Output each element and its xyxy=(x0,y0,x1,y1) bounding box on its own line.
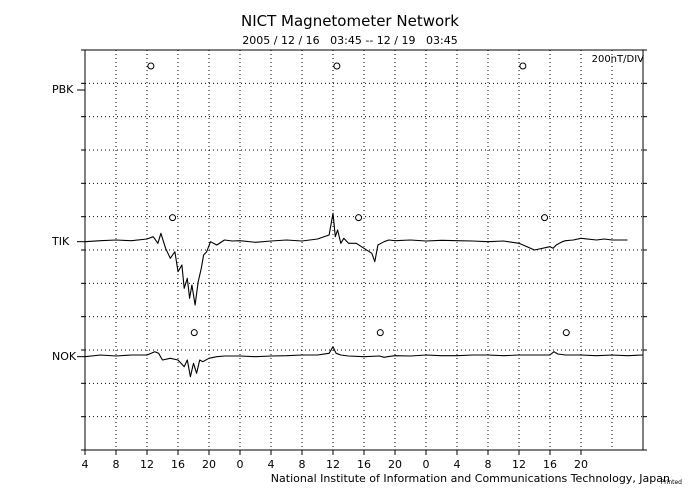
x-tick-label: 0 xyxy=(236,458,244,471)
chart-subtitle: 2005 / 12 / 16 03:45 -- 12 / 19 03:45 xyxy=(242,34,458,47)
x-tick-label: 12 xyxy=(512,458,526,471)
local-midnight-marker xyxy=(169,214,177,222)
x-tick-label: 8 xyxy=(112,458,120,471)
local-midnight-marker xyxy=(562,329,570,337)
x-tick-label: 12 xyxy=(140,458,154,471)
local-midnight-marker xyxy=(147,62,155,70)
x-tick-label: 20 xyxy=(574,458,588,471)
x-tick-label: 4 xyxy=(267,458,275,471)
footer-small-text: Printed xyxy=(660,479,682,486)
x-tick-label: 16 xyxy=(171,458,185,471)
station-label-tik: TIK xyxy=(52,234,70,248)
local-midnight-marker xyxy=(333,62,341,70)
local-midnight-marker xyxy=(376,329,384,337)
local-midnight-marker xyxy=(190,329,198,337)
series-trace-tik xyxy=(84,212,628,306)
x-tick-label: 20 xyxy=(388,458,402,471)
station-label-nok: NOK xyxy=(52,349,77,363)
x-tick-label: 16 xyxy=(543,458,557,471)
x-tick-label: 20 xyxy=(202,458,216,471)
x-tick-label: 0 xyxy=(422,458,430,471)
x-tick-label: 16 xyxy=(357,458,371,471)
series-trace-nok xyxy=(84,346,644,378)
chart-title: NICT Magnetometer Network xyxy=(240,12,459,30)
x-tick-label: 4 xyxy=(453,458,461,471)
x-tick-label: 12 xyxy=(326,458,340,471)
scale-label: 200nT/DIV xyxy=(591,54,644,65)
station-label-pbk: PBK xyxy=(52,83,74,96)
local-midnight-marker xyxy=(355,214,363,222)
footer-credit: National Institute of Information and Co… xyxy=(270,472,670,485)
local-midnight-marker xyxy=(541,214,549,222)
x-tick-label: 4 xyxy=(81,458,89,471)
x-tick-label: 8 xyxy=(484,458,492,471)
local-midnight-marker xyxy=(519,62,527,70)
x-tick-label: 8 xyxy=(298,458,306,471)
